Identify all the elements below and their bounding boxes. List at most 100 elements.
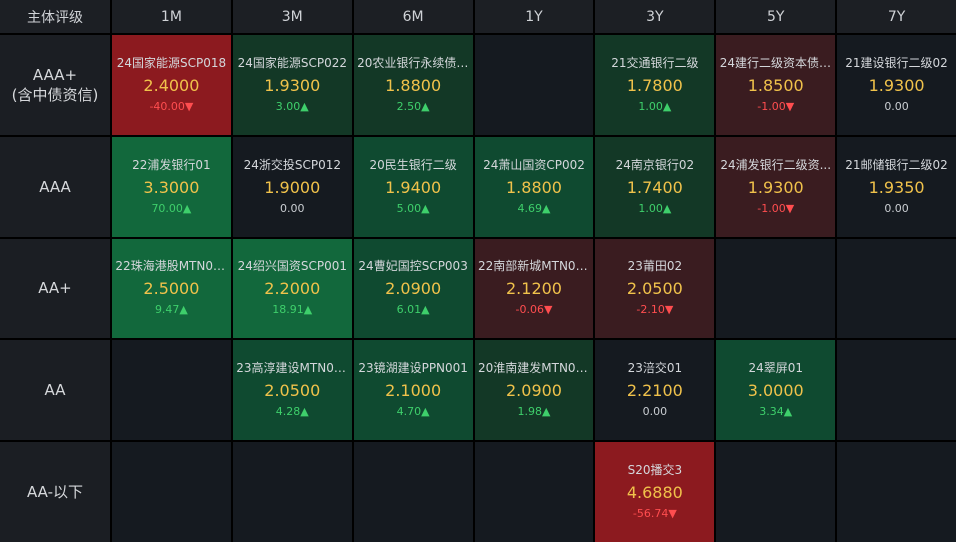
bond-yield: 2.1200 — [506, 279, 562, 299]
yield-change: 4.28▲ — [275, 405, 309, 419]
rating-label-text: AAA+ — [32, 65, 78, 84]
bond-yield: 1.9000 — [264, 177, 321, 197]
rating-row-label: AA+ — [0, 238, 110, 339]
bond-quote-cell[interactable]: 23高淳建设MTN001 2.0500 4.28▲ — [232, 340, 352, 441]
rating-label-text: AA — [44, 381, 66, 400]
rating-header-label: 主体评级 — [0, 0, 110, 33]
rating-row-label: AA — [0, 340, 110, 441]
bond-quote-cell[interactable]: 20民生银行二级 1.9400 5.00▲ — [353, 136, 473, 237]
empty-cell — [474, 35, 594, 135]
bond-yield: 1.8500 — [747, 75, 804, 95]
bond-name: 20淮南建发MTN002 — [477, 361, 590, 376]
bond-yield: 1.9300 — [264, 75, 321, 95]
term-column-header-6m[interactable]: 6M — [353, 0, 473, 33]
bond-yield: 2.1000 — [385, 381, 442, 401]
bond-name: 24国家能源SCP022 — [237, 55, 347, 70]
yield-change: -40.00▼ — [149, 99, 194, 113]
bond-quote-cell[interactable]: 23镜湖建设PPN001 2.1000 4.70▲ — [353, 340, 473, 441]
bond-name: 22珠海港股MTN001 — [115, 259, 228, 274]
term-column-header-1m[interactable]: 1M — [112, 0, 231, 33]
bond-quote-cell[interactable]: 20淮南建发MTN002 2.0900 1.98▲ — [474, 340, 594, 441]
bond-quote-cell[interactable]: 24南京银行02 1.7400 1.00▲ — [595, 136, 715, 237]
bond-name: 22南部新城MTN003 — [477, 259, 590, 274]
bond-yield: 1.8800 — [506, 177, 562, 197]
empty-cell — [474, 442, 594, 542]
bond-quote-cell[interactable]: 20农业银行永续债01 1.8800 2.50▲ — [353, 35, 473, 135]
bond-quote-cell[interactable]: 21交通银行二级 1.7800 1.00▲ — [595, 35, 715, 135]
bond-yield: 2.0900 — [385, 279, 442, 299]
empty-cell — [837, 340, 956, 441]
term-column-header-1y[interactable]: 1Y — [474, 0, 594, 33]
bond-name: 24绍兴国资SCP001 — [237, 259, 347, 274]
yield-change: 6.01▲ — [396, 303, 430, 317]
bond-yield: 4.6880 — [626, 483, 683, 503]
yield-change: 18.91▲ — [272, 303, 313, 317]
bond-quote-cell[interactable]: 24翠屏01 3.0000 3.34▲ — [716, 340, 836, 441]
bond-yield: 2.0900 — [506, 381, 562, 401]
yield-change: 0.00 — [884, 99, 909, 113]
bond-yield: 1.9350 — [868, 177, 925, 197]
bond-quote-cell[interactable]: 24建行二级资本债0... 1.8500 -1.00▼ — [716, 35, 836, 135]
bond-quote-cell[interactable]: 24绍兴国资SCP001 2.2000 18.91▲ — [232, 238, 352, 339]
empty-cell — [112, 442, 231, 542]
empty-cell — [837, 238, 956, 339]
bond-name: 20农业银行永续债01 — [357, 55, 470, 70]
bond-quote-cell[interactable]: 24萧山国资CP002 1.8800 4.69▲ — [474, 136, 594, 237]
empty-cell — [716, 238, 836, 339]
bond-quote-cell[interactable]: 24国家能源SCP018 2.4000 -40.00▼ — [112, 35, 231, 135]
bond-yield: 1.8800 — [385, 75, 442, 95]
term-column-header-5y[interactable]: 5Y — [716, 0, 836, 33]
bond-name: 24建行二级资本债0... — [719, 55, 832, 70]
bond-name: 21建设银行二级02 — [845, 55, 948, 70]
bond-name: 22浦发银行01 — [132, 157, 211, 172]
bond-quote-cell[interactable]: 21邮储银行二级02 1.9350 0.00 — [837, 136, 956, 237]
bond-quote-cell[interactable]: 24浦发银行二级资... 1.9300 -1.00▼ — [716, 136, 836, 237]
yield-change: 9.47▲ — [154, 303, 188, 317]
empty-cell — [837, 442, 956, 542]
bond-yield: 3.3000 — [143, 177, 200, 197]
bond-yield: 2.0500 — [264, 381, 321, 401]
term-column-header-3m[interactable]: 3M — [232, 0, 352, 33]
bond-name: 24萧山国资CP002 — [483, 157, 585, 172]
bond-yield: 2.4000 — [143, 75, 200, 95]
yield-change: 4.70▲ — [396, 405, 430, 419]
bond-name: 24南京银行02 — [615, 157, 695, 172]
rating-label-text: AAA — [39, 177, 71, 196]
empty-cell — [716, 442, 836, 542]
bond-quote-cell[interactable]: S20播交3 4.6880 -56.74▼ — [595, 442, 715, 542]
yield-change: 4.69▲ — [517, 201, 551, 215]
bond-quote-cell[interactable]: 21建设银行二级02 1.9300 0.00 — [837, 35, 956, 135]
bond-quote-cell[interactable]: 22珠海港股MTN001 2.5000 9.47▲ — [112, 238, 231, 339]
bond-yield: 2.0500 — [626, 279, 683, 299]
term-column-header-7y[interactable]: 7Y — [837, 0, 956, 33]
bond-quote-cell[interactable]: 24国家能源SCP022 1.9300 3.00▲ — [232, 35, 352, 135]
bond-quote-cell[interactable]: 22南部新城MTN003 2.1200 -0.06▼ — [474, 238, 594, 339]
rating-label-subtext: (含中债资信) — [11, 85, 99, 104]
yield-change: 1.98▲ — [517, 405, 551, 419]
yield-change: -2.10▼ — [636, 303, 674, 317]
bond-quote-cell[interactable]: 22浦发银行01 3.3000 70.00▲ — [112, 136, 231, 237]
rating-row-label: AAA+ (含中债资信) — [0, 35, 110, 135]
bond-name: 21邮储银行二级02 — [845, 157, 948, 172]
rating-label-text: AA+ — [38, 279, 72, 298]
bond-yield: 1.9400 — [385, 177, 442, 197]
yield-change: 3.00▲ — [275, 99, 309, 113]
bond-quote-cell[interactable]: 24曹妃国控SCP003 2.0900 6.01▲ — [353, 238, 473, 339]
term-column-header-3y[interactable]: 3Y — [595, 0, 715, 33]
yield-change: 2.50▲ — [396, 99, 430, 113]
bond-name: 23镜湖建设PPN001 — [358, 361, 468, 376]
bond-quote-cell[interactable]: 23涪交01 2.2100 0.00 — [595, 340, 715, 441]
yield-change: 1.00▲ — [638, 201, 672, 215]
bond-quote-cell[interactable]: 24浙交投SCP012 1.9000 0.00 — [232, 136, 352, 237]
rating-label-text: AA-以下 — [26, 483, 84, 502]
yield-change: 0.00 — [642, 405, 668, 419]
bond-quote-cell[interactable]: 23莆田02 2.0500 -2.10▼ — [595, 238, 715, 339]
bond-yield: 2.2100 — [626, 381, 683, 401]
bond-name: 23莆田02 — [627, 259, 683, 274]
yield-change: 1.00▲ — [638, 99, 672, 113]
bond-yield: 2.2000 — [264, 279, 321, 299]
yield-change: 70.00▲ — [151, 201, 192, 215]
bond-name: 20民生银行二级 — [369, 157, 457, 172]
bond-name: 24曹妃国控SCP003 — [358, 259, 468, 274]
rating-row-label: AAA — [0, 136, 110, 237]
